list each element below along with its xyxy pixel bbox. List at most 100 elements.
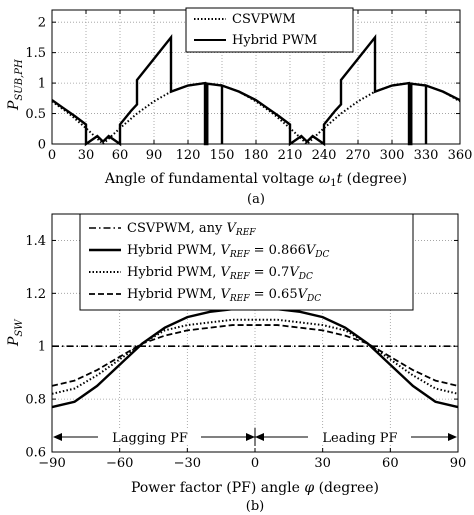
- panel-b-x-tick-label: 60: [382, 456, 399, 471]
- x-axis-label-b: Power factor (PF) angle φ (degree): [131, 480, 379, 496]
- lagging-pf-label: Lagging PF: [112, 431, 188, 446]
- caption-a: (a): [247, 192, 265, 207]
- panel-a-x-tick-label: 60: [112, 148, 129, 163]
- legend-b1-sym2: V: [306, 243, 317, 258]
- y-axis-label-b-sub: SW: [14, 319, 25, 337]
- panel-b-y-tick-label: 1.2: [25, 287, 46, 302]
- panel-b-series-line-3: [51, 324, 459, 387]
- panel-b: −90 −60 −30 0 30 60 90 0.6 0.8 1 1.2 1.4 PSW Power…: [6, 213, 466, 514]
- legend-b1-sub2: DC: [314, 250, 329, 260]
- panel-a-y-tick-label: 1.5: [25, 46, 46, 61]
- y-axis-label-a: PSUB,PH: [6, 59, 25, 111]
- panel-a-y-tick-label: 2: [38, 16, 46, 31]
- panel-a-x-tick-label: 330: [414, 148, 439, 163]
- panel-a: 0 30 60 90 120 150 180 210 240 270 300 330 360 0 0.5 1…: [6, 7, 473, 207]
- series-group-a: [51, 33, 461, 147]
- legend-b1-sub: REF: [229, 250, 250, 260]
- legend-b0-sym: V: [227, 221, 238, 236]
- legend-label-csvpwm: CSVPWM: [232, 12, 296, 27]
- legend-b3-pre: Hybrid PWM,: [127, 287, 221, 302]
- panel-a-x-tick-label: 90: [146, 148, 163, 163]
- x-axis-label-a-varsub: 1: [330, 178, 336, 189]
- panel-a-x-tick-label: 150: [210, 148, 235, 163]
- legend-b0-sub: REF: [235, 228, 256, 238]
- panel-a-x-tick-label: 120: [176, 148, 201, 163]
- leading-label-bg: [308, 429, 411, 445]
- legend-label-hybrid-065: Hybrid PWM, VREF = 0.65VDC: [127, 287, 321, 304]
- x-axis-label-a-t: t: [337, 171, 343, 187]
- legend-b1-pre: Hybrid PWM,: [127, 243, 221, 258]
- legend-a: CSVPWM Hybrid PWM: [185, 7, 354, 53]
- y-axis-label-b-main: P: [6, 336, 22, 347]
- legend-b2-sym2: V: [289, 265, 300, 280]
- panel-b-series-line-2: [51, 318, 459, 395]
- x-axis-label-a: Angle of fundamental voltage ω1t (degree…: [104, 171, 407, 189]
- y-tick-labels-b: 0.6 0.8 1 1.2 1.4: [25, 234, 46, 461]
- x-axis-label-a-post: (degree): [342, 171, 407, 187]
- lagging-label-bg: [98, 429, 201, 445]
- panel-a-y-tick-label: 0: [38, 138, 46, 153]
- panel-a-x-tick-label: 210: [278, 148, 303, 163]
- ticks-b: [51, 214, 459, 453]
- panel-a-y-tick-label: 0.5: [25, 107, 46, 122]
- legend-label-hybrid: Hybrid PWM: [232, 33, 317, 48]
- pf-arrowhead-center-right: [246, 433, 255, 441]
- legend-b3-sub: REF: [229, 294, 250, 304]
- y-axis-label-b: PSW: [6, 319, 25, 347]
- legend-b0-pre: CSVPWM, any: [127, 221, 227, 236]
- panel-a-x-tick-label: 30: [78, 148, 95, 163]
- legend-label-hybrid-0866: Hybrid PWM, VREF = 0.866VDC: [127, 243, 329, 260]
- legend-label-csvpwm-any: CSVPWM, any VREF: [127, 221, 256, 238]
- legend-box-a: [185, 7, 354, 53]
- legend-b3-post: = 0.65: [250, 287, 298, 302]
- panel-a-x-tick-label: 0: [48, 148, 56, 163]
- panel-b-x-tick-label: 0: [251, 456, 259, 471]
- legend-b2-pre: Hybrid PWM,: [127, 265, 221, 280]
- legend-label-hybrid-07: Hybrid PWM, VREF = 0.7VDC: [127, 265, 313, 282]
- legend-b2-sub2: DC: [298, 272, 313, 282]
- panel-a-y-tick-label: 1: [38, 77, 46, 92]
- y-axis-label-a-main: P: [6, 100, 22, 111]
- pf-arrowhead-center-left: [255, 433, 264, 441]
- x-axis-label-b-pre: Power factor (PF) angle: [131, 480, 304, 496]
- panel-b-x-tick-label: 90: [450, 456, 467, 471]
- legend-box-b: [79, 213, 414, 311]
- leading-pf-label: Leading PF: [322, 431, 397, 446]
- panel-a-x-tick-label: 300: [380, 148, 405, 163]
- x-tick-labels-b: −90 −60 −30 0 30 60 90: [38, 456, 466, 471]
- panel-a-x-tick-label: 360: [448, 148, 473, 163]
- panel-b-y-tick-label: 1.4: [25, 234, 46, 249]
- panel-b-y-tick-label: 0.8: [25, 393, 46, 408]
- x-axis-label-b-var: φ: [304, 480, 314, 496]
- legend-b2-post: = 0.7: [250, 265, 290, 280]
- x-axis-label-a-pre: Angle of fundamental voltage: [104, 171, 319, 187]
- panel-a-x-tick-label: 270: [346, 148, 371, 163]
- pf-arrowhead-right: [448, 433, 457, 441]
- legend-b: CSVPWM, any VREF Hybrid PWM, VREF = 0.86…: [79, 213, 414, 311]
- panel-b-y-tick-label: 1: [38, 340, 46, 355]
- legend-b3-sym2: V: [298, 287, 309, 302]
- pf-arrowhead-left: [53, 433, 62, 441]
- legend-b2-sub: REF: [229, 272, 250, 282]
- legend-b3-sub2: DC: [306, 294, 321, 304]
- panel-b-x-tick-label: −30: [174, 456, 201, 471]
- panel-b-x-tick-label: −90: [38, 456, 65, 471]
- legend-b3-sym: V: [221, 287, 232, 302]
- panel-a-x-tick-label: 240: [312, 148, 337, 163]
- x-axis-label-a-var: ω: [319, 171, 331, 187]
- panel-a-series-line-1: [51, 33, 461, 147]
- x-axis-label-b-post: (degree): [314, 480, 379, 496]
- caption-b: (b): [246, 499, 264, 514]
- x-tick-labels-a: 0 30 60 90 120 150 180 210 240 270 300 330 360: [48, 148, 473, 163]
- panel-b-x-tick-label: 30: [314, 456, 331, 471]
- panel-b-x-tick-label: −60: [106, 456, 133, 471]
- legend-b1-post: = 0.866: [250, 243, 306, 258]
- panel-b-y-tick-label: 0.6: [25, 446, 46, 461]
- legend-b1-sym: V: [221, 243, 232, 258]
- pf-annotation: Lagging PF Leading PF: [53, 428, 457, 446]
- y-axis-label-a-sub: SUB,PH: [14, 59, 25, 101]
- legend-b2-sym: V: [221, 265, 232, 280]
- y-tick-labels-a: 0 0.5 1 1.5 2: [25, 16, 46, 153]
- panel-a-x-tick-label: 180: [244, 148, 269, 163]
